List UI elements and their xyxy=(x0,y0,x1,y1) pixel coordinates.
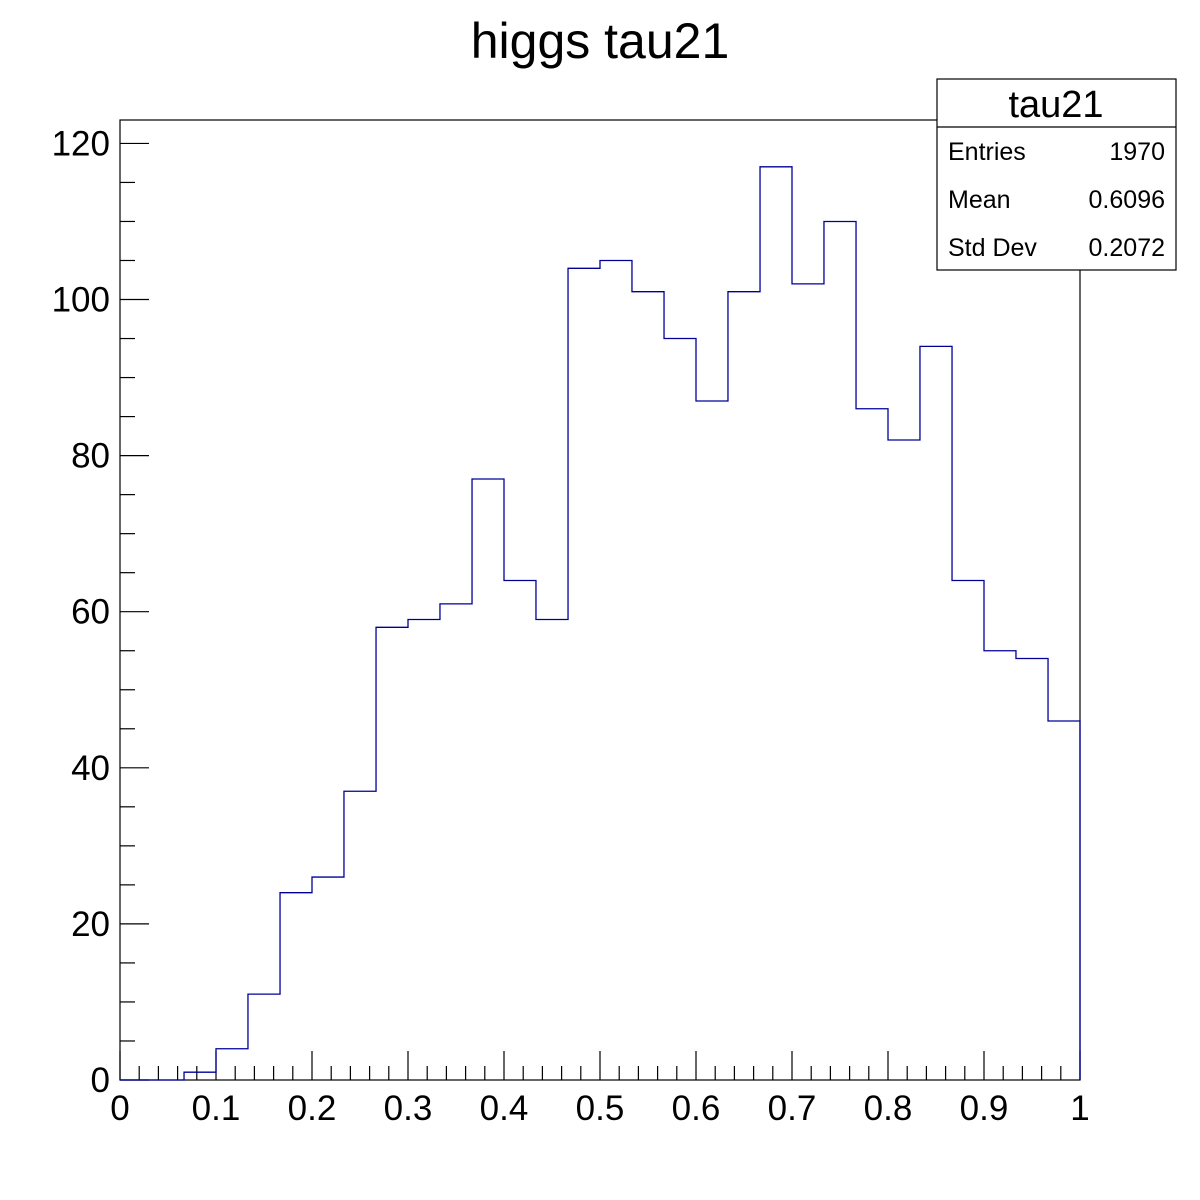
y-tick-label: 80 xyxy=(71,437,110,476)
axis-ticks xyxy=(119,142,1081,1081)
chart-title: higgs tau21 xyxy=(471,13,730,69)
stats-box: tau21 Entries 1970 Mean 0.6096 Std Dev 0… xyxy=(936,78,1177,271)
histogram-series xyxy=(120,166,1081,1081)
x-tick-label: 0.3 xyxy=(384,1089,433,1128)
x-tick-label: 0.6 xyxy=(672,1089,721,1128)
x-tick-label: 0.1 xyxy=(192,1089,241,1128)
x-tick-label: 0.8 xyxy=(864,1089,913,1128)
stats-stddev-label: Std Dev xyxy=(948,234,1037,262)
x-tick-label: 0.2 xyxy=(288,1089,337,1128)
x-tick-label: 0.5 xyxy=(576,1089,625,1128)
x-tick-label: 0.7 xyxy=(768,1089,817,1128)
y-tick-label: 40 xyxy=(71,749,110,788)
y-tick-label: 120 xyxy=(52,124,110,163)
y-tick-label: 20 xyxy=(71,905,110,944)
stats-entries-label: Entries xyxy=(948,138,1026,166)
x-tick-label: 0.4 xyxy=(480,1089,529,1128)
stats-box-frame xyxy=(936,78,1177,271)
x-tick-label: 0 xyxy=(110,1089,129,1128)
axis-tick-labels: 0 0.1 0.2 0.3 0.4 0.5 0.6 0.7 0.8 0.9 1 0 20 40 60 80 10… xyxy=(52,124,1090,1128)
stats-stddev-value: 0.2072 xyxy=(1089,234,1165,262)
y-tick-label: 100 xyxy=(52,281,110,320)
x-tick-label: 1 xyxy=(1070,1089,1089,1128)
stats-mean-value: 0.6096 xyxy=(1089,186,1165,214)
stats-mean-label: Mean xyxy=(948,186,1011,214)
y-tick-label: 60 xyxy=(71,593,110,632)
stats-entries-value: 1970 xyxy=(1109,138,1165,166)
y-tick-label: 0 xyxy=(91,1061,110,1100)
x-tick-label: 0.9 xyxy=(960,1089,1009,1128)
stats-title: tau21 xyxy=(1008,84,1103,126)
